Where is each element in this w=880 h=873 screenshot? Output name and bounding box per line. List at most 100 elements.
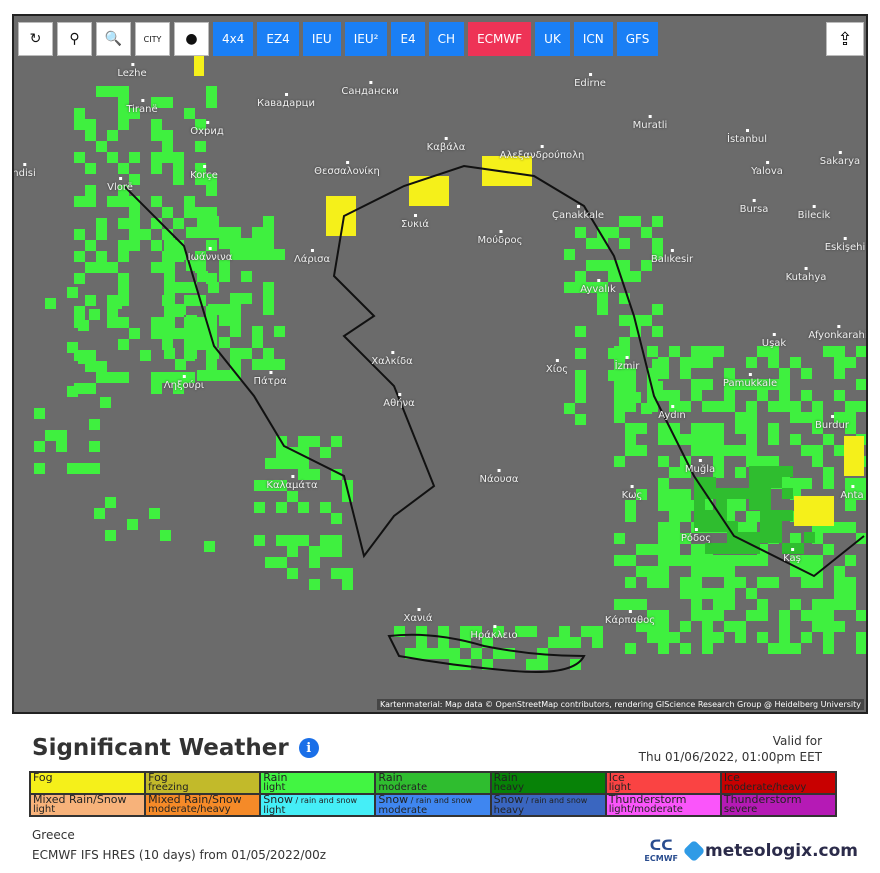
precip-cell — [724, 511, 735, 522]
precip-cell — [771, 466, 782, 477]
precip-cell — [823, 632, 834, 643]
precip-cell — [735, 445, 746, 456]
precip-cell — [597, 293, 608, 304]
legend-sub: light — [608, 782, 631, 793]
city-label: Αθήνα — [383, 393, 415, 409]
precip-cell — [129, 328, 140, 339]
precip-cell — [208, 282, 219, 293]
precip-cell — [298, 447, 309, 458]
precip-cell — [129, 218, 140, 229]
precip-cell — [206, 240, 217, 251]
city-label: Кавадарци — [257, 93, 315, 109]
city-label: Κάρπαθος — [604, 610, 656, 626]
model-button-ch[interactable]: CH — [428, 22, 465, 56]
precip-cell — [647, 390, 658, 401]
precip-cell — [779, 621, 790, 632]
precip-cell — [276, 447, 287, 458]
city-labels-button[interactable]: CITY — [135, 22, 170, 56]
precip-cell — [85, 130, 96, 141]
precip-cell — [724, 599, 735, 610]
weather-map[interactable]: Lezhe Tiranë Кавадарци Сандански Edirne Охрид… — [12, 14, 868, 714]
model-button-ecmwf[interactable]: ECMWF — [468, 22, 532, 56]
precip-cell — [219, 260, 230, 271]
ecmwf-logo: ᑕᑕ ECMWF — [644, 838, 679, 863]
precip-cell — [641, 260, 652, 271]
precip-cell — [782, 466, 793, 477]
model-button-4x4[interactable]: 4x4 — [213, 22, 254, 56]
precip-cell — [460, 659, 471, 670]
precip-cell — [331, 568, 342, 579]
city-label: Αλεξανδρούπολη — [499, 145, 585, 161]
model-button-uk[interactable]: UK — [535, 22, 570, 56]
model-button-ez4[interactable]: EZ4 — [257, 22, 299, 56]
precip-cell — [746, 379, 757, 390]
precip-cell — [669, 423, 680, 434]
precip-cell — [89, 463, 100, 474]
precip-cell — [515, 626, 526, 637]
city-label: İzmir — [614, 356, 640, 372]
precip-cell — [241, 238, 252, 249]
precip-cell — [768, 401, 779, 412]
model-run-label: ECMWF IFS HRES (10 days) from 01/05/2022… — [32, 848, 327, 862]
city-label: Ρόδος — [680, 528, 712, 544]
precip-cell — [309, 557, 320, 568]
precip-cell — [669, 467, 680, 478]
precip-cell — [760, 532, 771, 543]
precip-cell — [107, 86, 118, 97]
precip-cell — [195, 174, 206, 185]
precip-cell — [597, 304, 608, 315]
precip-cell — [208, 304, 219, 315]
precip-cell — [96, 251, 107, 262]
legend-main: Snow — [378, 794, 409, 806]
precip-cell — [482, 637, 493, 648]
legend-sub: light/moderate — [608, 804, 683, 815]
location-pin-icon: ⚲ — [69, 31, 80, 47]
precip-cell — [625, 379, 636, 390]
model-button-icn[interactable]: ICN — [573, 22, 613, 56]
precip-cell — [74, 196, 85, 207]
precip-cell — [812, 412, 823, 423]
precip-cell — [845, 599, 856, 610]
location-pin-button[interactable]: ⚲ — [57, 22, 92, 56]
precip-cell — [768, 346, 779, 357]
precip-cell — [771, 510, 782, 521]
precip-cell — [74, 306, 85, 317]
meteologix-icon — [682, 839, 706, 862]
model-button-e4[interactable]: E4 — [391, 22, 425, 56]
dot-toggle-button[interactable]: ● — [174, 22, 209, 56]
precip-cell — [118, 295, 129, 306]
precip-cell — [669, 401, 680, 412]
zoom-button[interactable]: 🔍 — [96, 22, 131, 56]
precip-cell — [669, 390, 680, 401]
model-button-ieu²[interactable]: IEU² — [344, 22, 388, 56]
precip-cell — [74, 108, 85, 119]
precip-cell — [801, 368, 812, 379]
precip-cell — [219, 370, 230, 381]
model-button-gfs[interactable]: GFS — [616, 22, 659, 56]
precip-cell — [716, 488, 727, 499]
precip-cell — [746, 511, 757, 522]
precip-cell — [716, 543, 727, 554]
legend-sub: severe — [723, 804, 758, 815]
precip-cell — [680, 467, 691, 478]
precip-cell — [658, 522, 669, 533]
precip-cell — [834, 445, 845, 456]
precip-cell — [694, 510, 705, 521]
precip-cell — [647, 346, 658, 357]
model-button-ieu[interactable]: IEU — [302, 22, 341, 56]
precip-cell — [834, 357, 845, 368]
precip-cell — [779, 632, 790, 643]
refresh-button[interactable]: ↻ — [18, 22, 53, 56]
share-button[interactable]: ⇪ — [826, 22, 864, 56]
precip-cell — [263, 227, 274, 238]
precip-cell — [96, 86, 107, 97]
refresh-icon: ↻ — [29, 31, 42, 47]
precip-cell — [263, 216, 274, 227]
precip-cell — [823, 621, 834, 632]
precip-cell — [129, 108, 140, 119]
precip-cell — [647, 379, 658, 390]
meteologix-logo[interactable]: meteologix.com — [682, 839, 858, 862]
info-icon[interactable]: i — [298, 738, 319, 758]
precip-cell — [625, 390, 636, 401]
precip-cell — [834, 368, 845, 379]
